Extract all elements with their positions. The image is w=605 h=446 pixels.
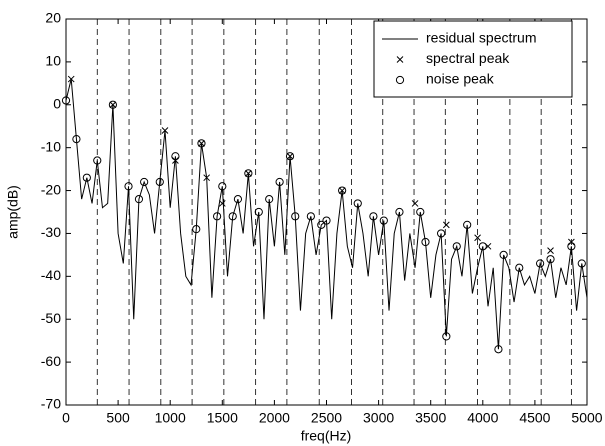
noise-peak <box>124 182 133 191</box>
noise-peak <box>338 186 347 195</box>
legend-label: noise peak <box>426 71 495 87</box>
noise-peak <box>322 216 331 225</box>
noise-peak <box>228 212 237 221</box>
legend-marker <box>395 75 405 85</box>
noise-peak <box>254 207 263 217</box>
x-tick-label: 0 <box>62 410 70 426</box>
spectral-peak <box>244 170 252 177</box>
noise-peak <box>515 263 524 272</box>
spectral-peak <box>198 140 205 147</box>
spectral-peak <box>109 101 117 109</box>
noise-peak <box>93 156 102 165</box>
y-tick-label: 10 <box>45 53 61 69</box>
noise-peak <box>478 242 487 251</box>
spectral-peak <box>338 187 346 194</box>
y-tick-label: -10 <box>41 138 61 154</box>
y-tick-label: -50 <box>41 310 61 326</box>
noise-peak <box>317 220 326 229</box>
noise-peak <box>212 212 222 221</box>
spectral-peak <box>67 75 75 83</box>
x-tick-label: 1000 <box>155 410 186 426</box>
noise-peak <box>536 259 545 268</box>
y-tick-label: -30 <box>41 224 61 240</box>
y-tick-label: 20 <box>45 10 61 26</box>
spectral-peak <box>547 247 554 254</box>
spectral-peak <box>161 127 169 134</box>
legend-label: spectral peak <box>426 50 510 66</box>
noise-peak <box>171 152 180 161</box>
noise-peak <box>155 177 164 187</box>
noise-peak <box>442 332 451 341</box>
noise-peak <box>197 139 206 148</box>
noise-peak <box>233 195 243 204</box>
spectral-peak <box>442 221 450 229</box>
x-tick-label: 4000 <box>467 410 498 426</box>
spectral-peak <box>286 152 294 160</box>
x-tick-label: 3500 <box>415 410 446 426</box>
noise-peak <box>546 255 555 264</box>
y-tick-label: -40 <box>41 267 61 283</box>
y-tick-label: 0 <box>53 95 61 111</box>
spectral-peak <box>203 174 211 182</box>
x-tick-label: 3000 <box>363 410 394 426</box>
noise-peak <box>463 220 472 229</box>
noise-peak <box>421 237 430 247</box>
x-axis-label: freq(Hz) <box>301 428 352 444</box>
spectral-peak <box>218 200 226 207</box>
y-axis-label: amp(dB) <box>5 185 21 239</box>
noise-peak <box>452 242 461 251</box>
spectral-peak <box>172 157 179 164</box>
y-tick-label: -20 <box>41 181 61 197</box>
noise-peak <box>218 182 227 191</box>
spectral-peak <box>474 234 481 242</box>
spectral-peak <box>411 200 419 207</box>
noise-peak <box>108 100 117 109</box>
spectral-peak <box>568 238 575 246</box>
x-tick-label: 500 <box>106 410 130 426</box>
noise-peak <box>291 212 300 221</box>
x-tick-label: 1500 <box>207 410 238 426</box>
noise-peak <box>134 195 144 204</box>
noise-peak <box>437 229 446 238</box>
legend-box <box>373 20 573 98</box>
noise-peak <box>416 207 425 217</box>
noise-peak <box>140 177 149 187</box>
axes-frame <box>65 18 588 406</box>
y-tick-label: -70 <box>41 396 61 412</box>
noise-peak <box>577 259 586 268</box>
noise-peak <box>82 173 91 182</box>
noise-peak <box>265 195 274 204</box>
noise-peak <box>395 207 404 217</box>
noise-peak <box>567 242 576 251</box>
legend-marker <box>396 56 404 63</box>
legend: residual spectrum spectral peak noise peak <box>373 20 573 98</box>
noise-peak <box>379 216 388 225</box>
noise-peak <box>192 225 201 234</box>
x-tick-label: 4500 <box>519 410 550 426</box>
spectrum-line <box>65 78 588 350</box>
x-tick-label: 2500 <box>311 410 342 426</box>
x-tick-label: 5000 <box>571 410 602 426</box>
x-tick-label: 2000 <box>259 410 290 426</box>
noise-peak <box>494 345 503 354</box>
noise-peak <box>369 212 378 221</box>
noise-peak <box>499 250 508 259</box>
noise-peak <box>285 152 295 161</box>
legend-label: residual spectrum <box>426 30 537 46</box>
noise-peak <box>353 199 362 208</box>
noise-peak <box>72 134 81 144</box>
y-tick-label: -60 <box>41 353 61 369</box>
noise-peak <box>275 177 284 187</box>
noise-peak <box>244 169 253 178</box>
noise-peak <box>306 212 315 221</box>
